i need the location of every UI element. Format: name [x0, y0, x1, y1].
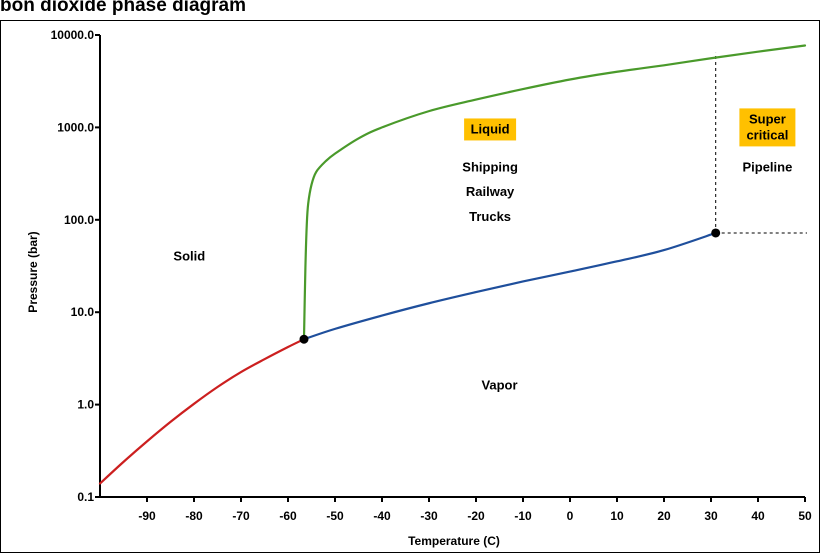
- x-tick-label: -10: [514, 509, 532, 523]
- x-axis-label: Temperature (C): [408, 534, 500, 548]
- region-label: Railway: [466, 184, 515, 199]
- y-tick-label: 10.0: [71, 305, 95, 319]
- x-tick-label: 20: [657, 509, 671, 523]
- x-tick-label: -70: [232, 509, 250, 523]
- series-line-1: [98, 338, 306, 485]
- region-label: Pipeline: [742, 159, 792, 174]
- plot-frame: [0, 20, 820, 553]
- y-tick-label: 100.0: [64, 213, 94, 227]
- y-tick-label: 10000.0: [51, 28, 95, 42]
- badge-text: Liquid: [471, 121, 510, 136]
- badge-background: [739, 108, 796, 147]
- y-axis-label: Pressure (bar): [26, 231, 40, 312]
- x-tick-label: -40: [373, 509, 391, 523]
- chart-title: bon dioxide phase diagram: [0, 0, 246, 16]
- badge-text: Super: [749, 111, 786, 126]
- y-tick-label: 1.0: [77, 398, 94, 412]
- x-tick-label: 30: [704, 509, 718, 523]
- region-label: Trucks: [469, 209, 511, 224]
- y-tick-label: 0.1: [77, 490, 94, 504]
- badge-background: [464, 118, 517, 141]
- x-tick-label: -20: [467, 509, 485, 523]
- critical-point-marker: [711, 228, 721, 238]
- y-tick-label: 1000.0: [57, 120, 94, 134]
- region-label: Solid: [173, 249, 205, 264]
- badge-text: critical: [746, 127, 788, 142]
- x-tick-label: -90: [138, 509, 156, 523]
- series-line-2: [302, 231, 717, 341]
- x-tick-label: 0: [567, 509, 574, 523]
- plot-area: 0.1 1.0 10.0 100.0 1000.0 10000.0 -90 -80 -70 -60…: [51, 28, 812, 523]
- x-tick-label: -80: [185, 509, 203, 523]
- x-tick-label: -60: [279, 509, 297, 523]
- series-line-3: [302, 44, 807, 341]
- x-tick-label: 50: [798, 509, 812, 523]
- x-tick-label: -50: [326, 509, 344, 523]
- region-label: Vapor: [481, 378, 517, 393]
- triple-point-marker: [299, 334, 309, 344]
- x-tick-label: -30: [420, 509, 438, 523]
- region-label: Shipping: [462, 159, 518, 174]
- x-tick-label: 40: [751, 509, 765, 523]
- x-tick-label: 10: [610, 509, 624, 523]
